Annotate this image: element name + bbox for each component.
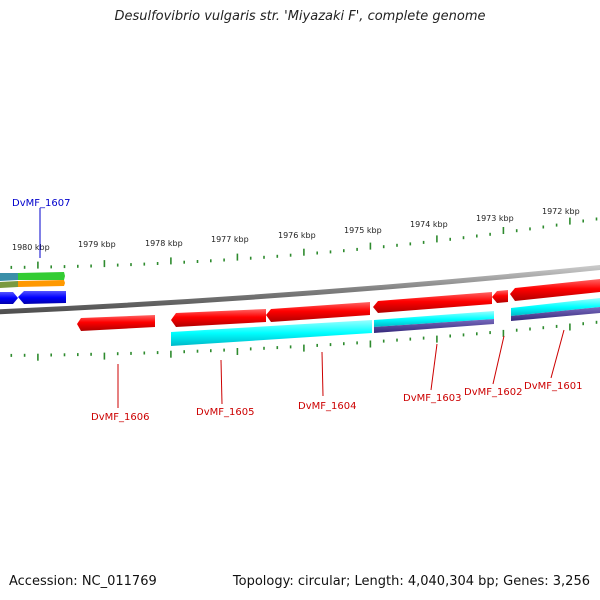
scale-label-1980: 1980 kbp	[12, 243, 50, 252]
gene-label-dvmf-1601[interactable]: DvMF_1601	[524, 381, 582, 392]
scale-label-1979: 1979 kbp	[78, 240, 116, 249]
topology-text: Topology: circular; Length: 4,040,304 bp…	[232, 574, 590, 589]
gene-arrow-blue[interactable]	[18, 291, 66, 304]
gene-arrows-red	[77, 279, 600, 331]
gene-label-dvmf-1602[interactable]: DvMF_1602	[464, 387, 522, 398]
gene-arrow-dvmf-1605[interactable]	[171, 309, 266, 327]
track-cyan-feature[interactable]	[374, 311, 494, 327]
genome-title: Desulfovibrio vulgaris str. 'Miyazaki F'…	[114, 9, 486, 24]
annotation-tracks	[171, 298, 600, 346]
gene-label-dvmf-1606[interactable]: DvMF_1606	[91, 412, 149, 423]
track-green-feature[interactable]	[0, 273, 18, 281]
gene-arrow-dvmf-1601[interactable]	[510, 279, 600, 301]
gene-arrow-dvmf-1602[interactable]	[492, 290, 508, 303]
genome-backbone	[0, 264, 600, 315]
gene-label-dvmf-1605[interactable]: DvMF_1605	[196, 407, 254, 418]
scale-label-1974: 1974 kbp	[410, 220, 448, 229]
scale-label-1972: 1972 kbp	[542, 207, 580, 216]
scale-label-1978: 1978 kbp	[145, 239, 183, 248]
gene-arrow-dvmf-1606[interactable]	[77, 315, 155, 331]
gene-arrow-dvmf-1603[interactable]	[373, 292, 492, 313]
accession-text: Accession: NC_011769	[9, 574, 157, 589]
label-leaders	[39, 208, 565, 408]
track-orange-feature[interactable]	[0, 281, 18, 288]
gene-label-dvmf-1603[interactable]: DvMF_1603	[403, 393, 461, 404]
track-cyan-feature[interactable]	[171, 320, 372, 346]
track-purple-feature[interactable]	[511, 307, 600, 321]
gene-arrow-blue[interactable]	[0, 292, 18, 304]
scale-labels: 1980 kbp 1979 kbp 1978 kbp 1977 kbp 1976…	[12, 207, 580, 252]
scale-label-1977: 1977 kbp	[211, 235, 249, 244]
track-purple-feature[interactable]	[374, 319, 494, 333]
gene-label-dvmf-1604[interactable]: DvMF_1604	[298, 401, 356, 412]
track-green-feature[interactable]	[18, 272, 65, 280]
gene-label-dvmf-1607[interactable]: DvMF_1607	[12, 198, 70, 209]
scale-ticks-upper	[10, 217, 598, 269]
scale-label-1975: 1975 kbp	[344, 226, 382, 235]
track-cyan-feature[interactable]	[511, 298, 600, 316]
gene-labels: DvMF_1607 DvMF_1606 DvMF_1605 DvMF_1604 …	[12, 198, 582, 423]
scale-label-1976: 1976 kbp	[278, 231, 316, 240]
scale-ticks-lower	[10, 320, 598, 361]
left-feature-tracks	[0, 272, 66, 304]
gene-arrow-dvmf-1604[interactable]	[266, 302, 370, 322]
scale-label-1973: 1973 kbp	[476, 214, 514, 223]
track-orange-feature[interactable]	[18, 280, 65, 287]
